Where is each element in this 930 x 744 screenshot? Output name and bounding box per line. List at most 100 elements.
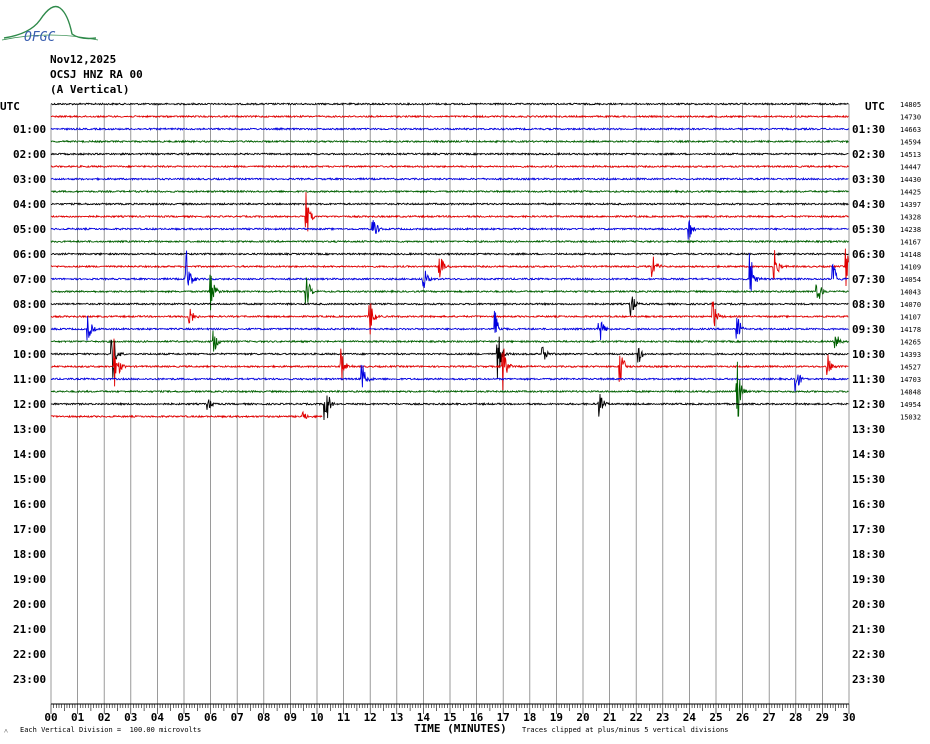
right-hour-label: 12:30 [852, 398, 885, 411]
left-hour-label: 21:00 [13, 623, 46, 636]
right-hour-label: 11:30 [852, 373, 885, 386]
right-hour-label: 13:30 [852, 423, 885, 436]
seismic-trace [50, 139, 849, 144]
trace-offset-label: 14328 [900, 214, 921, 222]
left-hour-label: 16:00 [13, 498, 46, 511]
seismic-trace [50, 152, 849, 156]
right-hour-label: 10:30 [852, 348, 885, 361]
x-tick-label: 27 [763, 711, 776, 724]
trace-offset-label: 14178 [900, 326, 921, 334]
x-tick-label: 09 [284, 711, 297, 724]
trace-offset-label: 14663 [900, 126, 921, 134]
seismic-trace [51, 364, 849, 392]
left-hour-label: 12:00 [13, 398, 46, 411]
x-tick-label: 25 [709, 711, 722, 724]
x-tick-label: 20 [576, 711, 589, 724]
x-tick-label: 15 [443, 711, 456, 724]
x-tick-label: 10 [310, 711, 323, 724]
vertical-division-note: Each Vertical Division = 100.00 microvol… [20, 726, 202, 734]
clip-note: Traces clipped at plus/minus 5 vertical … [522, 726, 729, 734]
x-tick-label: 04 [151, 711, 165, 724]
left-hour-label: 08:00 [13, 298, 46, 311]
left-hour-label: 06:00 [13, 248, 46, 261]
x-tick-label: 01 [71, 711, 85, 724]
seismic-trace [50, 338, 849, 391]
ofgc-logo: OFGC [1, 5, 99, 45]
left-hour-label: 18:00 [13, 548, 46, 561]
trace-offset-label: 14425 [900, 189, 921, 197]
x-tick-label: 00 [44, 711, 57, 724]
x-tick-label: 14 [417, 711, 431, 724]
x-tick-label: 02 [98, 711, 111, 724]
x-tick-label: 24 [683, 711, 697, 724]
right-hour-label: 03:30 [852, 173, 885, 186]
seismic-trace [50, 310, 849, 341]
x-tick-label: 19 [550, 711, 563, 724]
trace-offset-label: 14730 [900, 114, 921, 122]
left-hour-label: 17:00 [13, 523, 46, 536]
trace-offset-label: 14054 [900, 276, 921, 284]
seismic-trace [50, 330, 849, 352]
station-label: OCSJ HNZ RA 00 [50, 68, 143, 81]
x-tick-label: 21 [603, 711, 617, 724]
left-hour-label: 07:00 [13, 273, 46, 286]
seismic-trace [50, 220, 849, 240]
seismic-trace [50, 239, 849, 244]
left-hour-label: 19:00 [13, 573, 46, 586]
left-hour-label: 04:00 [13, 198, 46, 211]
logo-text: OFGC [24, 30, 55, 45]
left-hour-label: 05:00 [13, 223, 46, 236]
right-hour-label: 23:30 [852, 673, 885, 686]
x-tick-label: 23 [656, 711, 669, 724]
seismic-trace [50, 250, 849, 292]
left-hour-label: 09:00 [13, 323, 46, 336]
seismic-trace [50, 252, 849, 256]
x-tick-label: 22 [630, 711, 643, 724]
component-label: (A Vertical) [50, 83, 130, 96]
trace-offset-label: 14848 [900, 389, 921, 397]
right-hour-label: 21:30 [852, 623, 885, 636]
right-hour-label: 16:30 [852, 498, 885, 511]
x-tick-label: 07 [231, 711, 244, 724]
right-hour-label: 06:30 [852, 248, 885, 261]
right-hour-label: 07:30 [852, 273, 885, 286]
trace-offset-label: 14107 [900, 314, 921, 322]
trace-offset-label: 14265 [900, 339, 921, 347]
trace-offset-label: 14594 [900, 139, 921, 147]
logo-underline [1, 34, 99, 41]
corner-mark: ˄ [4, 727, 8, 735]
left-hour-label: 02:00 [13, 148, 46, 161]
left-hour-label: 11:00 [13, 373, 46, 386]
trace-offset-label: 14447 [900, 164, 921, 172]
left-hour-label: 14:00 [13, 448, 46, 461]
x-tick-label: 18 [523, 711, 536, 724]
seismic-trace [50, 164, 849, 169]
seismic-trace [50, 410, 323, 419]
seismic-trace [50, 301, 849, 335]
trace-offset-label: 14109 [900, 264, 921, 272]
trace-offset-label: 14954 [900, 401, 921, 409]
right-hour-label: 14:30 [852, 448, 885, 461]
seismic-trace [50, 127, 849, 131]
right-hour-label: 22:30 [852, 648, 885, 661]
left-hour-label: 13:00 [13, 423, 46, 436]
seismic-trace [50, 101, 849, 106]
seismic-trace [51, 189, 849, 194]
right-axis-title: UTC [865, 100, 885, 113]
trace-offset-label: 14043 [900, 289, 921, 297]
right-hour-label: 09:30 [852, 323, 885, 336]
x-tick-label: 26 [736, 711, 750, 724]
left-hour-label: 03:00 [13, 173, 46, 186]
left-hour-label: 10:00 [13, 348, 46, 361]
left-hour-label: 23:00 [13, 673, 46, 686]
right-hour-label: 17:30 [852, 523, 885, 536]
trace-offset-label: 14070 [900, 301, 921, 309]
trace-offset-label: 14430 [900, 176, 921, 184]
left-axis-title: UTC [0, 100, 20, 113]
trace-offset-label: 14238 [900, 226, 921, 234]
x-tick-label: 13 [390, 711, 403, 724]
seismic-trace [50, 176, 849, 181]
right-hour-label: 05:30 [852, 223, 885, 236]
right-hour-label: 01:30 [852, 123, 885, 136]
